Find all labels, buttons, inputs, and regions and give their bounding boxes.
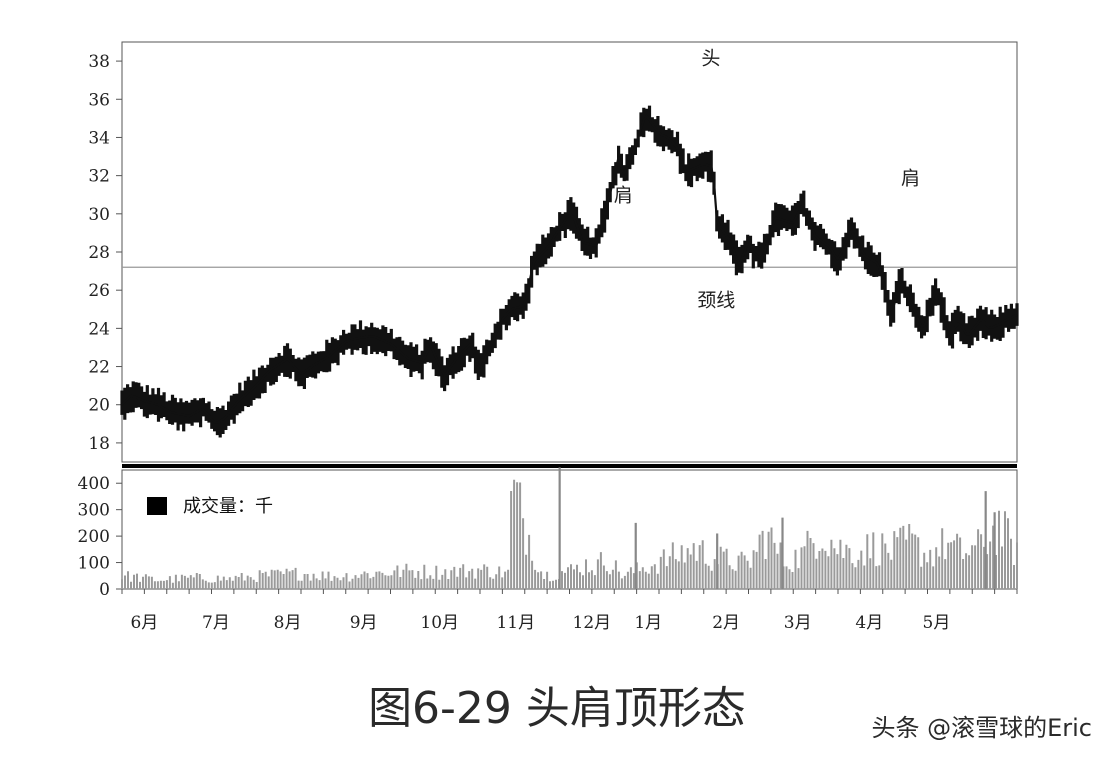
price-ytick-label: 18	[88, 434, 110, 454]
x-month-label: 12月	[573, 613, 612, 633]
volume-ytick-label: 100	[78, 554, 110, 574]
price-ytick-label: 30	[88, 205, 110, 225]
x-month-label: 11月	[496, 613, 535, 633]
annotation-label: 颈线	[697, 290, 735, 312]
x-month-label: 7月	[202, 613, 230, 633]
price-ytick-label: 34	[88, 128, 110, 148]
legend-label: 成交量：千	[183, 496, 273, 517]
price-ytick-label: 28	[88, 243, 110, 263]
price-ytick-label: 22	[88, 358, 110, 378]
x-month-label: 3月	[784, 613, 812, 633]
price-bars	[120, 105, 1019, 438]
annotation-label: 肩	[901, 168, 920, 190]
volume-ytick-label: 0	[99, 580, 110, 600]
price-ytick-label: 38	[88, 52, 110, 72]
price-plot-frame	[121, 41, 1018, 463]
x-month-label: 9月	[350, 613, 378, 633]
volume-ytick-label: 300	[78, 501, 110, 521]
figure-caption: 图6-29 头肩顶形态	[368, 683, 746, 734]
watermark: 头条 @滚雪球的Eric	[871, 714, 1092, 742]
x-month-label: 10月	[420, 613, 459, 633]
volume-ytick-label: 200	[78, 527, 110, 547]
price-ytick-label: 26	[88, 281, 110, 301]
price-series-line	[121, 114, 1018, 425]
x-month-label: 2月	[712, 613, 740, 633]
x-month-label: 5月	[923, 613, 951, 633]
legend-swatch	[147, 497, 167, 515]
x-month-label: 1月	[634, 613, 662, 633]
price-ytick-label: 20	[88, 396, 110, 416]
annotation-label: 肩	[614, 185, 633, 207]
price-ytick-label: 36	[88, 90, 110, 110]
annotation-label: 头	[701, 47, 720, 69]
volume-ytick-label: 400	[78, 474, 110, 494]
x-month-label: 4月	[855, 613, 883, 633]
x-month-label: 6月	[130, 613, 158, 633]
price-ytick-label: 24	[88, 319, 110, 339]
price-ytick-label: 32	[88, 167, 110, 187]
x-month-label: 8月	[274, 613, 302, 633]
volume-bars	[121, 479, 1018, 589]
